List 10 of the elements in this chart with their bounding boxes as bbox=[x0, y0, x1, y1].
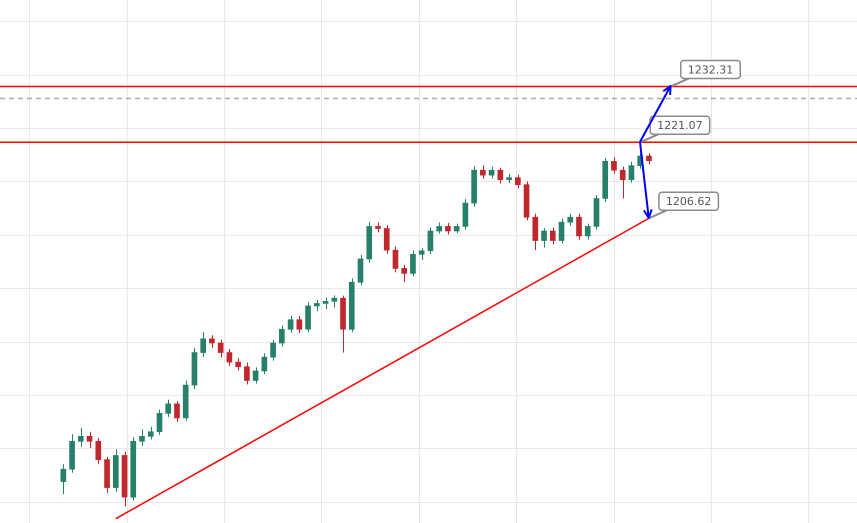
candlestick bbox=[541, 228, 547, 248]
candlestick bbox=[375, 222, 381, 233]
candlestick bbox=[646, 152, 652, 166]
candlestick bbox=[392, 246, 398, 273]
candlestick bbox=[209, 334, 215, 348]
candlestick bbox=[322, 296, 328, 310]
candlestick bbox=[174, 400, 180, 422]
annotation: 1232.31 bbox=[688, 63, 734, 76]
annotation: 1221.07 bbox=[657, 119, 703, 132]
text: 1206.62 bbox=[666, 195, 712, 208]
